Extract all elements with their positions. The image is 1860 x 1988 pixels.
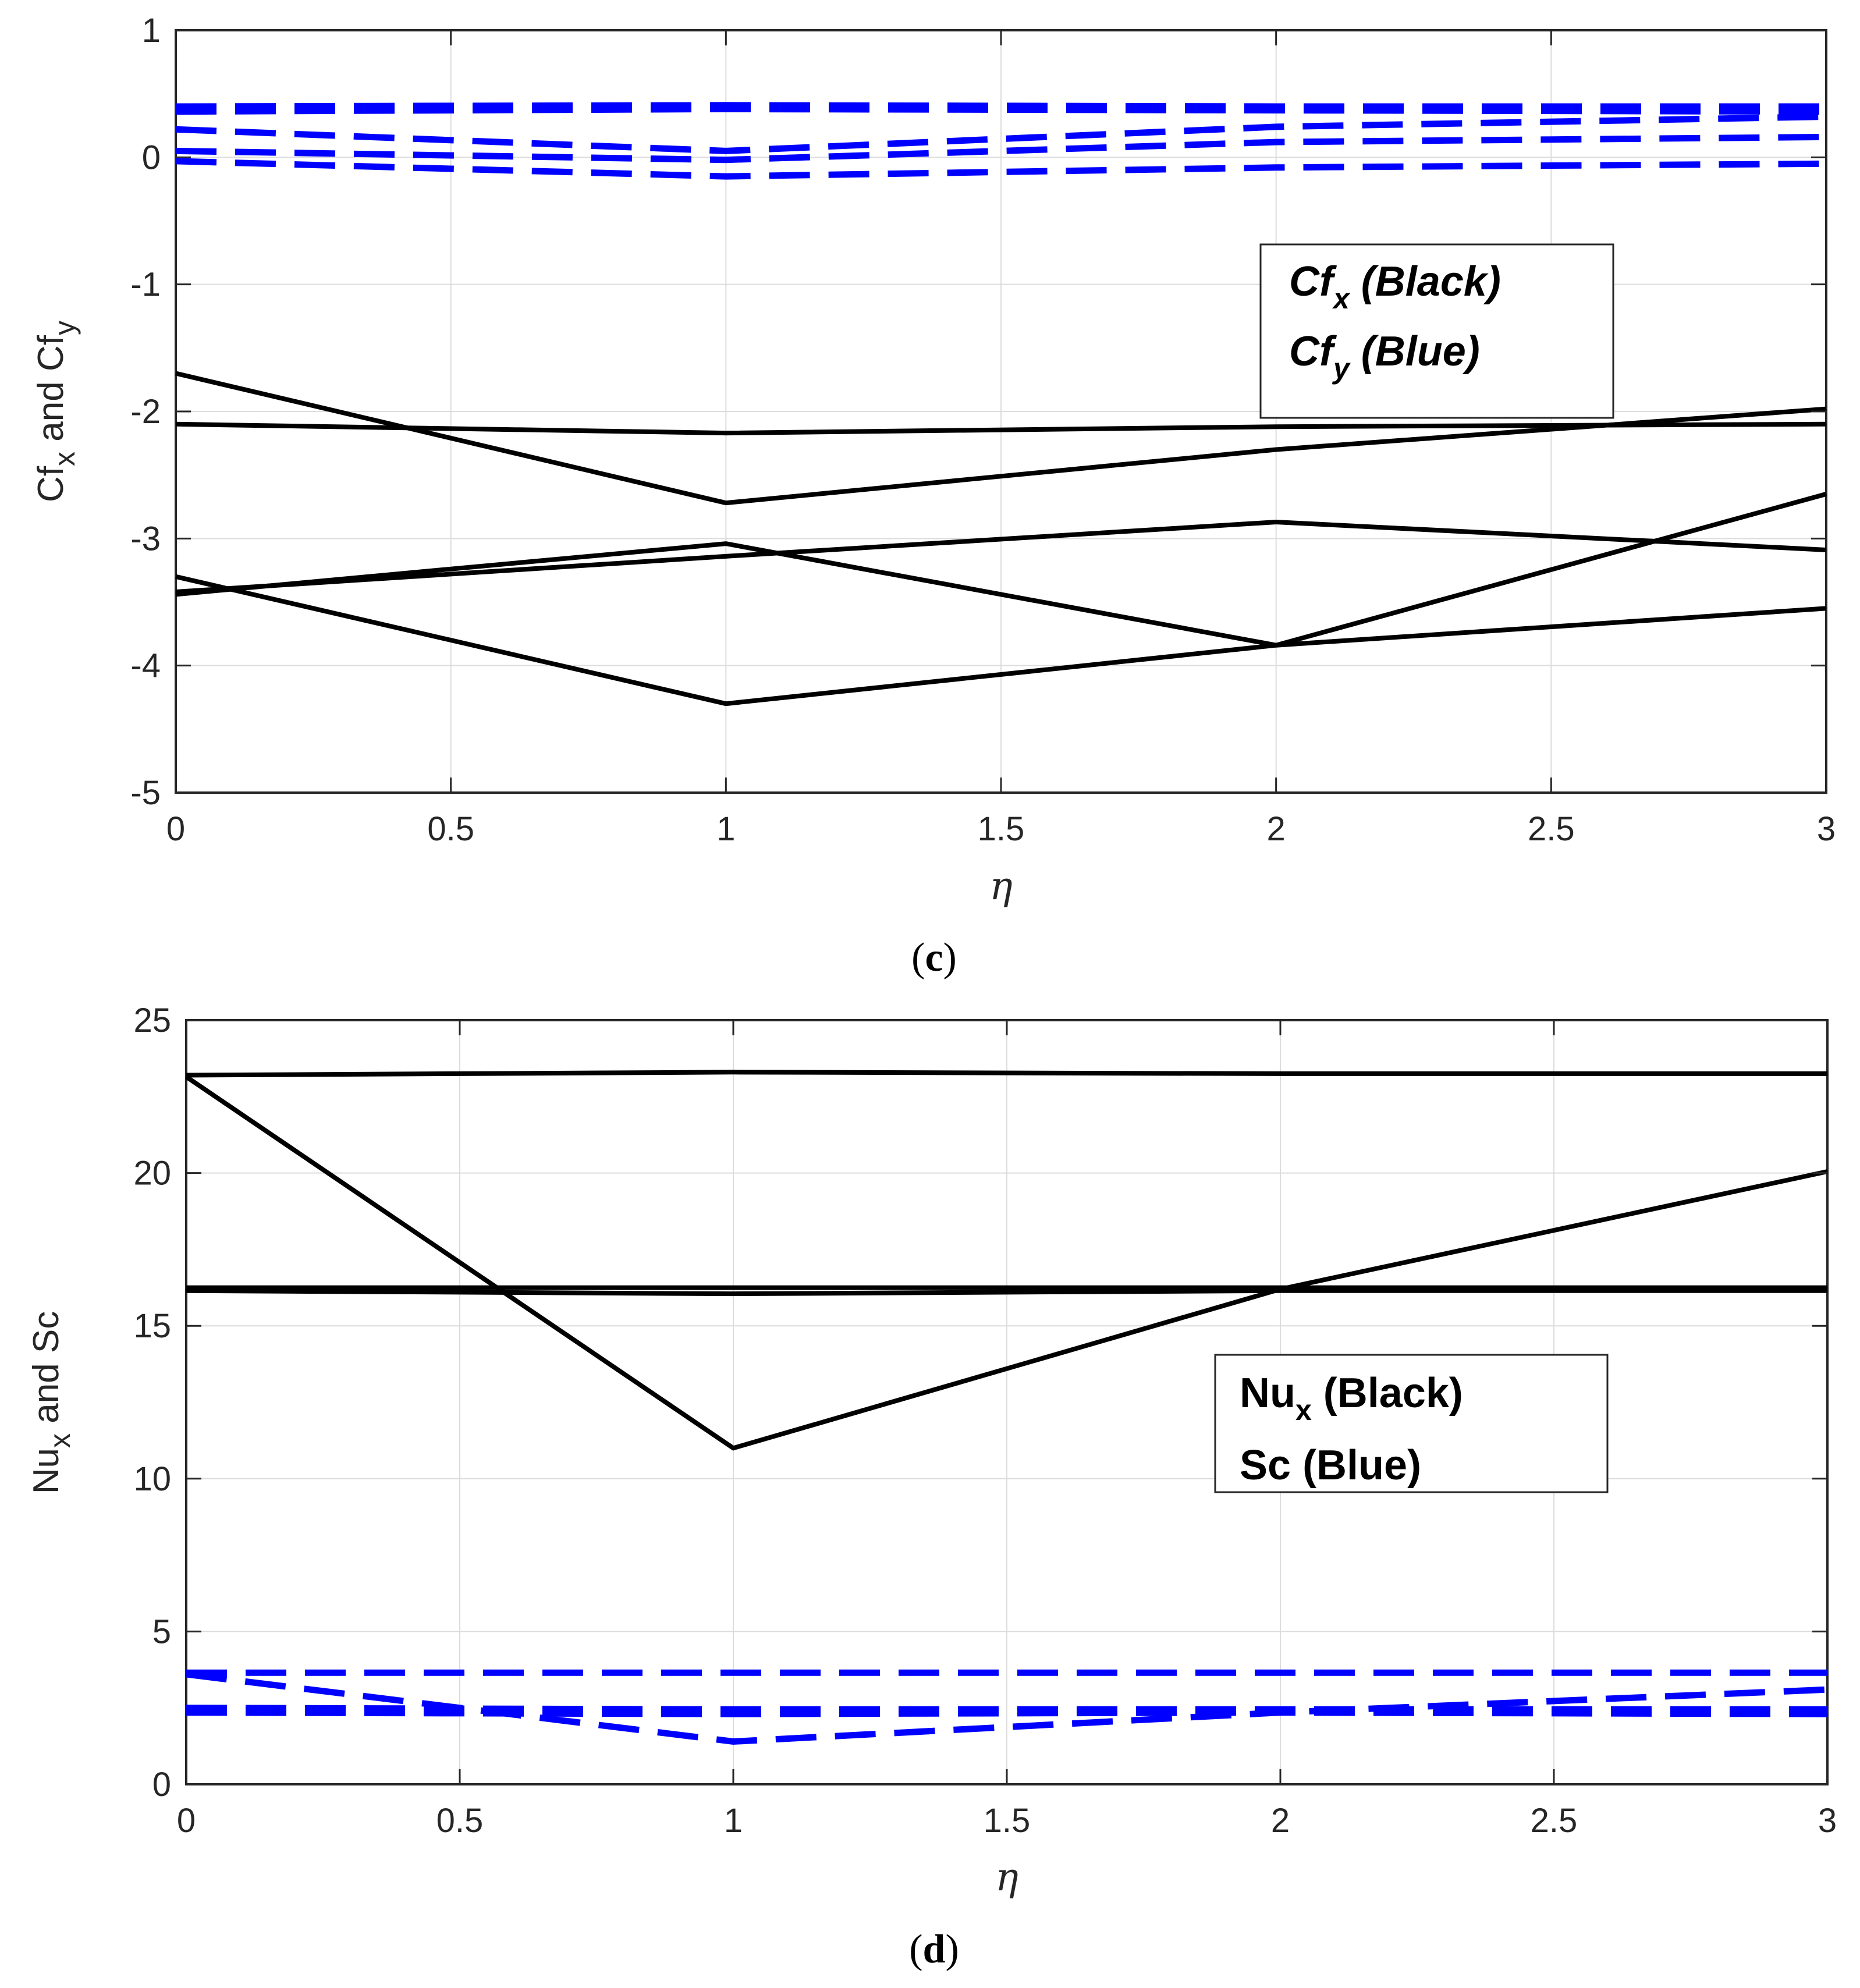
panel-d-y-label-main1: Nu	[26, 1448, 66, 1494]
panel-d-x-tick-label-2: 1	[724, 1802, 743, 1840]
panel-d-y-tick-label-3: 10	[133, 1460, 171, 1498]
panel-c-series-cfy-1	[175, 102, 1826, 110]
panel-d-y-label-mid: and Sc	[26, 1311, 66, 1433]
panel-c-x-tick-label-2: 1	[716, 810, 735, 848]
panel-d-x-tick-label-1: 0.5	[436, 1802, 484, 1840]
panel-d-series-sc-3	[186, 1705, 1827, 1713]
panel-c-y-label-main1: Cf	[31, 466, 71, 502]
panel-c-legend-entry-blue: Cfy (Blue)	[1289, 328, 1480, 385]
panel-d-y-label-sub1: x	[44, 1433, 76, 1448]
panel-c-y-label-sub1: x	[48, 452, 81, 466]
panel-d-y-tick-label-1: 20	[133, 1155, 171, 1192]
panel-d-series-sc-4	[186, 1709, 1828, 1717]
panel-d-x-ticks: 0 0.5 1 1.5 2 2.5 3	[177, 1020, 1837, 1840]
panel-c-y-label-mid: and Cf	[31, 335, 71, 452]
panel-d-x-tick-label-5: 2.5	[1531, 1802, 1578, 1840]
panel-c-x-tick-label-3: 1.5	[978, 810, 1025, 848]
panel-d-legend-box	[1214, 1354, 1609, 1493]
panel-c-y-label-sub2: y	[48, 321, 81, 335]
panel-c-y-tick-label-6: -5	[130, 774, 161, 812]
panel-c-series-cfx-4	[175, 492, 1827, 648]
panel-c-x-tick-label-0: 0	[166, 810, 185, 848]
panel-c-x-tick-label-6: 3	[1817, 810, 1836, 848]
panel-d-x-tick-label-6: 3	[1818, 1802, 1837, 1840]
panel-d-y-tick-label-2: 15	[133, 1307, 171, 1345]
panel-c-x-axis-label: η	[989, 864, 1013, 908]
panel-c-y-tick-label-5: -4	[130, 647, 161, 685]
panel-c-y-tick-label-3: -2	[130, 393, 161, 431]
panel-c-series-cfx-3	[175, 519, 1827, 594]
panel-d-y-tick-label-4: 5	[152, 1613, 171, 1650]
panel-d-series-nux-4	[186, 1288, 1827, 1297]
panel-c-series-cfy-5	[175, 158, 1827, 180]
panel-c-y-axis-label: Cfx and Cfy	[31, 321, 81, 502]
panel-c-x-tick-label-5: 2.5	[1528, 810, 1575, 848]
panel-d-legend: Nux (Black) Sc (Blue)	[1214, 1354, 1609, 1493]
panel-c-series-cfy-3	[175, 113, 1827, 154]
panel-d-series	[184, 1070, 1828, 1745]
panel-c-legend: Cfx (Black) Cfy (Blue)	[1259, 243, 1614, 419]
panel-d-caption: (d)	[909, 1927, 959, 1972]
panel-d-y-tick-label-5: 0	[152, 1766, 171, 1804]
panel-d-legend-entry-black: Nux (Black)	[1240, 1370, 1463, 1426]
panel-d-series-nux-1	[186, 1070, 1827, 1078]
panel-d-y-axis-label: Nux and Sc	[26, 1311, 76, 1494]
panel-d-x-tick-label-4: 2	[1271, 1802, 1290, 1840]
panel-c-caption: (c)	[911, 935, 957, 980]
panel-c-y-tick-label-4: -3	[130, 520, 161, 558]
panel-d-x-tick-label-0: 0	[177, 1802, 196, 1840]
panel-d-chart: 0 0.5 1 1.5 2 2.5 3 25 20 15 10 5 0 Nux and Sc η Nu…	[26, 1002, 1837, 1972]
panel-d-x-tick-label-3: 1.5	[984, 1802, 1031, 1840]
panel-c-series-cfy-4	[175, 133, 1827, 164]
panel-c-series-cfx-5	[175, 574, 1827, 707]
panel-c-series-cfx-1	[175, 421, 1827, 436]
panel-c-legend-box	[1259, 243, 1614, 419]
panel-c-x-tick-label-1: 0.5	[427, 810, 474, 848]
panel-d-x-axis-label: η	[995, 1855, 1018, 1900]
panel-d-legend-entry-blue: Sc (Blue)	[1240, 1442, 1421, 1489]
panel-c-legend-entry-black: Cfx (Black)	[1289, 258, 1501, 315]
panel-c-series	[175, 102, 1827, 707]
panel-d-y-ticks: 25 20 15 10 5 0	[133, 1002, 1827, 1804]
panel-c-series-cfy-2	[175, 105, 1827, 115]
panel-c-y-tick-label-2: -1	[130, 266, 161, 304]
panel-c-chart: 0 0.5 1 1.5 2 2.5 3 1 0 -1 -2 -3 -4 -5 Cfx and Cfy η…	[31, 12, 1836, 980]
panel-c-y-tick-label-0: 1	[142, 12, 161, 49]
panel-c-x-tick-label-4: 2	[1267, 810, 1286, 848]
panel-d-series-nux-2	[184, 1074, 1828, 1451]
panel-c-x-ticks: 0 0.5 1 1.5 2 2.5 3	[166, 30, 1836, 848]
panel-c-y-ticks: 1 0 -1 -2 -3 -4 -5	[130, 12, 1826, 812]
panel-c-series-cfx-2	[175, 371, 1827, 506]
panel-c-y-tick-label-1: 0	[142, 139, 161, 176]
panel-d-y-tick-label-0: 25	[133, 1002, 171, 1039]
